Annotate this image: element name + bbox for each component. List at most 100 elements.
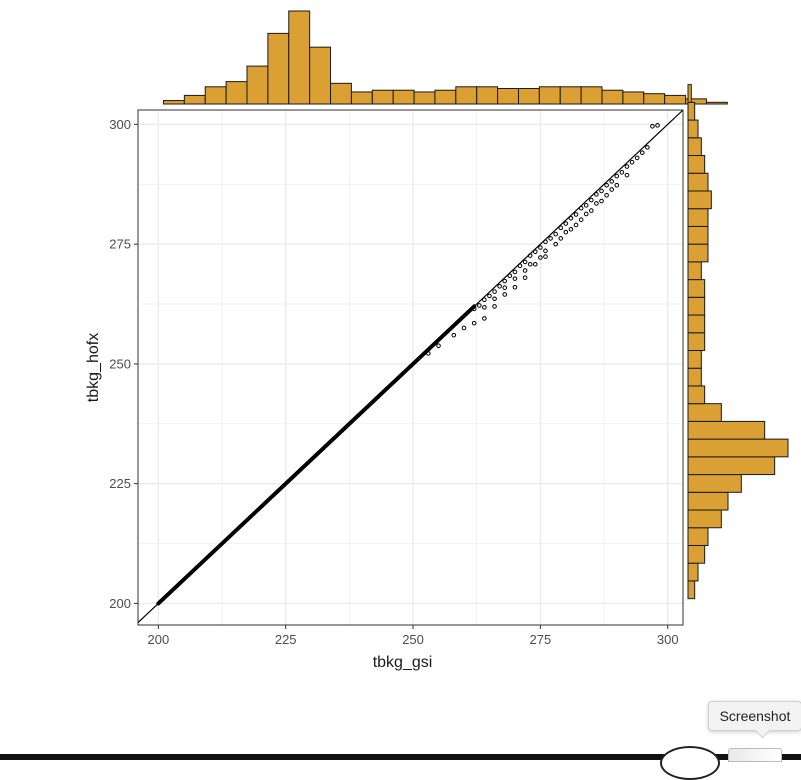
data-point bbox=[629, 159, 635, 165]
data-point bbox=[578, 217, 584, 223]
tooltip-label: Screenshot bbox=[719, 708, 791, 724]
data-point bbox=[476, 303, 482, 308]
data-point bbox=[512, 276, 518, 281]
data-point bbox=[532, 249, 538, 255]
top-histogram-bar bbox=[434, 89, 457, 105]
data-point bbox=[543, 248, 548, 254]
data-point bbox=[522, 275, 528, 280]
data-point bbox=[497, 283, 502, 289]
right-histogram-bar bbox=[687, 119, 699, 139]
data-point bbox=[604, 192, 609, 198]
y-tick-label: 200 bbox=[109, 596, 131, 611]
data-point bbox=[650, 123, 655, 129]
dock-button[interactable] bbox=[660, 746, 720, 780]
data-point bbox=[614, 173, 620, 179]
data-point bbox=[563, 221, 569, 226]
data-point bbox=[502, 278, 508, 284]
top-histogram-bar bbox=[622, 91, 645, 105]
right-histogram-bar bbox=[687, 527, 709, 546]
data-point bbox=[492, 296, 497, 302]
top-histogram-bar bbox=[392, 89, 415, 105]
top-histogram-bar bbox=[538, 86, 561, 105]
data-point bbox=[568, 226, 574, 232]
data-point bbox=[548, 236, 553, 241]
x-tick-label: 200 bbox=[148, 632, 170, 647]
right-histogram-bar bbox=[687, 456, 776, 476]
data-point bbox=[609, 179, 614, 184]
top-histogram-bar bbox=[517, 88, 540, 105]
data-point bbox=[563, 229, 569, 235]
x-axis-title: tbkg_gsi bbox=[373, 654, 433, 671]
data-point bbox=[512, 284, 518, 290]
right-histogram-bar bbox=[687, 509, 722, 529]
data-point bbox=[451, 332, 457, 338]
data-point bbox=[553, 231, 558, 237]
data-point bbox=[482, 316, 487, 321]
right-histogram-bar bbox=[687, 491, 729, 511]
screenshot-tooltip: Screenshot bbox=[708, 701, 801, 739]
data-point bbox=[532, 261, 538, 267]
y-axis-ticks: 200 225 250 275 300 bbox=[109, 117, 138, 611]
top-histogram-bar bbox=[643, 93, 666, 105]
data-point bbox=[543, 254, 548, 259]
data-point bbox=[594, 192, 599, 197]
x-tick-label: 275 bbox=[530, 632, 552, 647]
x-tick-label: 250 bbox=[402, 632, 424, 647]
right-histogram-bar bbox=[687, 279, 706, 298]
right-histogram-bar bbox=[687, 403, 722, 422]
data-point bbox=[507, 273, 513, 279]
data-point bbox=[482, 297, 487, 303]
right-histogram-bar bbox=[687, 101, 696, 121]
top-histogram-bar bbox=[225, 81, 248, 105]
data-point bbox=[583, 203, 589, 208]
data-point bbox=[624, 172, 630, 178]
scatter-panel bbox=[137, 109, 684, 626]
data-point bbox=[461, 325, 467, 331]
data-point bbox=[589, 197, 594, 203]
data-point bbox=[482, 305, 487, 310]
top-histogram-bar bbox=[246, 65, 269, 105]
data-point bbox=[619, 169, 625, 175]
top-histogram-bar bbox=[204, 86, 227, 105]
right-histogram-bar bbox=[687, 544, 706, 564]
right-histogram-bar bbox=[687, 190, 712, 210]
data-point bbox=[502, 292, 508, 297]
top-histogram-bar bbox=[601, 89, 624, 105]
data-point bbox=[583, 211, 589, 217]
data-point bbox=[599, 198, 604, 204]
right-histogram-bar bbox=[687, 208, 709, 227]
panel-border bbox=[137, 109, 684, 626]
right-histogram-bar bbox=[687, 332, 706, 351]
data-point bbox=[538, 245, 543, 250]
top-histogram-bar bbox=[559, 86, 582, 105]
dense-point-band bbox=[156, 304, 477, 606]
taskbar bbox=[0, 754, 801, 760]
data-point bbox=[558, 225, 564, 231]
right-histogram-bar bbox=[687, 580, 696, 600]
top-histogram-bar bbox=[162, 100, 185, 105]
top-marginal-histogram bbox=[162, 10, 728, 105]
right-histogram-bar bbox=[687, 225, 709, 245]
y-axis-title: tbkg_hofx bbox=[85, 333, 102, 402]
data-point bbox=[522, 268, 528, 273]
data-point bbox=[471, 320, 477, 326]
scatter-points bbox=[426, 123, 660, 356]
grid-lines bbox=[138, 110, 683, 625]
top-histogram-bar bbox=[413, 91, 436, 105]
top-histogram-bar bbox=[288, 10, 311, 105]
data-point bbox=[589, 208, 594, 213]
right-marginal-histogram bbox=[687, 84, 789, 600]
right-histogram-bar bbox=[687, 172, 709, 192]
data-point bbox=[568, 215, 574, 221]
top-histogram-bar bbox=[267, 32, 290, 105]
data-point bbox=[634, 155, 640, 161]
data-point bbox=[492, 304, 497, 309]
data-point bbox=[502, 285, 508, 291]
y-tick-label: 250 bbox=[109, 356, 131, 371]
data-point bbox=[639, 150, 645, 155]
top-histogram-bar bbox=[664, 94, 687, 105]
y-tick-label: 225 bbox=[109, 476, 131, 491]
top-histogram-bar bbox=[371, 89, 394, 105]
data-point bbox=[527, 261, 533, 267]
data-point bbox=[436, 343, 441, 349]
